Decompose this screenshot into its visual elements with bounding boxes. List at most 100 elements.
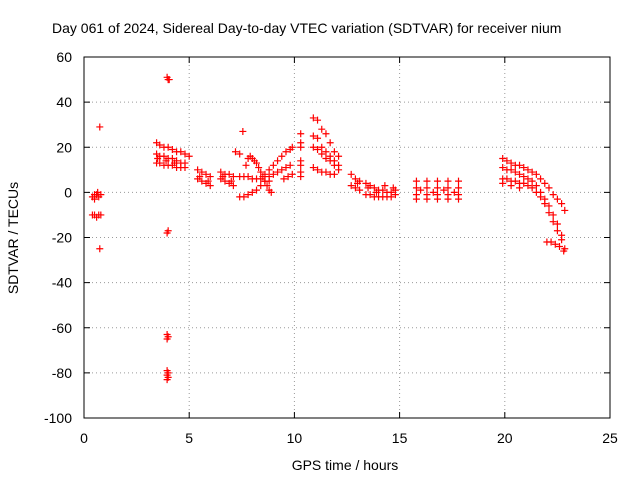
data-point xyxy=(507,182,515,190)
data-point xyxy=(278,152,286,160)
data-point xyxy=(194,166,202,174)
data-point xyxy=(537,175,545,183)
data-point xyxy=(553,227,561,235)
data-point xyxy=(280,175,288,183)
x-tick-label: 5 xyxy=(185,430,193,446)
data-point xyxy=(96,123,104,131)
data-point xyxy=(362,179,370,187)
data-point xyxy=(330,161,338,169)
data-point xyxy=(221,177,229,185)
data-point xyxy=(326,139,334,147)
data-point xyxy=(162,157,170,165)
data-point xyxy=(547,238,555,246)
data-point xyxy=(96,245,104,253)
data-point xyxy=(91,195,99,203)
data-point xyxy=(181,150,189,158)
data-point xyxy=(265,177,273,185)
data-point xyxy=(181,164,189,172)
data-point xyxy=(265,166,273,174)
data-point xyxy=(185,152,193,160)
data-point xyxy=(528,184,536,192)
data-point xyxy=(177,148,185,156)
data-point xyxy=(253,186,261,194)
data-point xyxy=(444,195,452,203)
data-point xyxy=(198,177,206,185)
data-point xyxy=(204,177,212,185)
data-point xyxy=(97,211,105,219)
data-point xyxy=(309,164,317,172)
y-tick-label: -40 xyxy=(52,275,72,291)
data-point xyxy=(520,173,528,181)
y-axis-title: SDTVAR / TECUs xyxy=(5,182,21,294)
data-point xyxy=(278,166,286,174)
data-point xyxy=(164,143,172,151)
data-point xyxy=(286,161,294,169)
data-point xyxy=(532,170,540,178)
data-point xyxy=(253,159,261,167)
data-point xyxy=(156,141,164,149)
data-point xyxy=(545,209,553,217)
data-point xyxy=(314,146,322,154)
data-point xyxy=(282,148,290,156)
data-point xyxy=(297,130,305,138)
data-point xyxy=(202,170,210,178)
data-point xyxy=(170,159,178,167)
chart-title: Day 061 of 2024, Sidereal Day-to-day VTE… xyxy=(52,20,561,36)
data-point xyxy=(412,184,420,192)
data-point xyxy=(297,143,305,151)
data-point xyxy=(239,127,247,135)
data-point xyxy=(560,247,568,255)
data-point xyxy=(206,173,214,181)
x-tick-label: 15 xyxy=(392,430,408,446)
data-point xyxy=(219,173,227,181)
data-point xyxy=(516,161,524,169)
data-point xyxy=(356,186,364,194)
data-point xyxy=(558,236,566,244)
data-point xyxy=(516,170,524,178)
data-point xyxy=(318,143,326,151)
data-point xyxy=(257,168,265,176)
data-point xyxy=(429,188,437,196)
data-point xyxy=(330,148,338,156)
data-point xyxy=(381,182,389,190)
data-point xyxy=(225,170,233,178)
y-tick-label: 0 xyxy=(64,184,72,200)
data-point xyxy=(558,200,566,208)
data-point xyxy=(507,166,515,174)
data-point xyxy=(242,161,250,169)
grid-lines xyxy=(84,57,610,418)
data-point xyxy=(231,148,239,156)
data-point xyxy=(549,211,557,219)
data-point xyxy=(322,155,330,163)
data-point xyxy=(507,159,515,167)
data-point xyxy=(455,195,463,203)
data-point xyxy=(499,179,507,187)
data-point xyxy=(549,191,557,199)
data-point xyxy=(318,150,326,158)
data-point xyxy=(274,157,282,165)
data-point xyxy=(549,218,557,226)
x-tick-label: 20 xyxy=(497,430,513,446)
data-point xyxy=(545,184,553,192)
data-point xyxy=(288,170,296,178)
data-point xyxy=(444,177,452,185)
x-tick-label: 25 xyxy=(602,430,618,446)
data-point xyxy=(532,182,540,190)
data-point xyxy=(168,155,176,163)
data-point xyxy=(326,157,334,165)
data-point xyxy=(257,175,265,183)
y-tick-label: -20 xyxy=(52,230,72,246)
axis-ticks xyxy=(83,56,611,419)
data-point xyxy=(423,177,431,185)
data-point xyxy=(433,177,441,185)
data-point xyxy=(417,186,425,194)
y-tick-label: 40 xyxy=(56,94,72,110)
data-point xyxy=(240,193,248,201)
data-point xyxy=(389,184,397,192)
data-point xyxy=(524,166,532,174)
y-tick-label: 20 xyxy=(56,139,72,155)
data-point xyxy=(255,164,263,172)
data-point xyxy=(366,191,374,199)
data-point xyxy=(347,182,355,190)
